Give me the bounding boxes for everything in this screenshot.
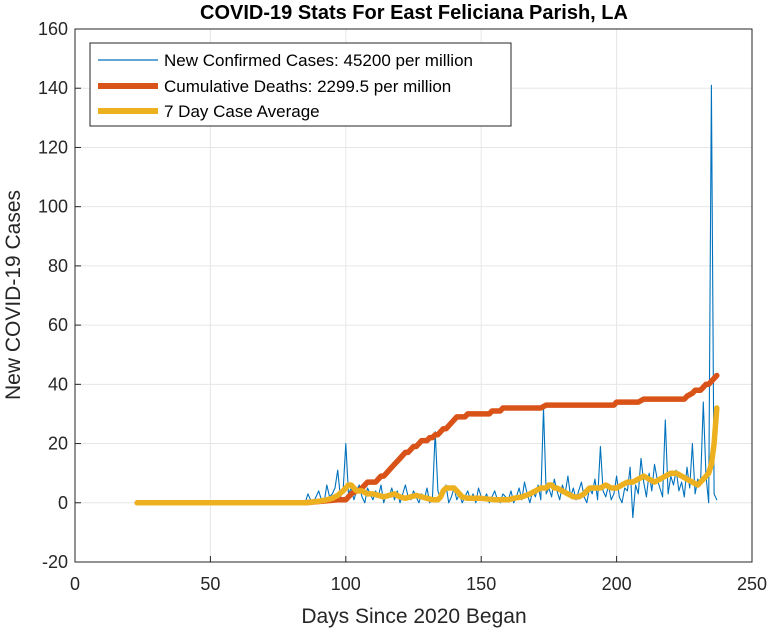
x-tick-label: 100 — [331, 574, 361, 594]
y-tick-label: 100 — [38, 197, 68, 217]
y-tick-label: 120 — [38, 137, 68, 157]
y-tick-label: 40 — [48, 374, 68, 394]
series-7-day-average — [134, 405, 720, 506]
legend: New Confirmed Cases: 45200 per million C… — [89, 42, 512, 127]
series-cumulative-deaths — [134, 372, 720, 506]
y-tick-label: 140 — [38, 78, 68, 98]
x-tick-label: 250 — [737, 574, 767, 594]
y-axis-label: New COVID-19 Cases — [2, 190, 25, 400]
x-tick-label: 0 — [70, 574, 80, 594]
y-tick-label: 160 — [38, 19, 68, 39]
chart-title: COVID-19 Stats For East Feliciana Parish… — [200, 2, 628, 24]
y-tick-label: 0 — [58, 493, 68, 513]
y-tick-label: 80 — [48, 256, 68, 276]
y-tick-label: 60 — [48, 315, 68, 335]
series-layer — [134, 84, 720, 519]
y-tick-label: -20 — [42, 552, 68, 572]
axes-box — [74, 28, 753, 563]
y-tick-label: 20 — [48, 434, 68, 454]
legend-label-new-cases: New Confirmed Cases: 45200 per million — [164, 51, 473, 70]
legend-label-average: 7 Day Case Average — [164, 102, 320, 121]
x-axis-label: Days Since 2020 Began — [301, 605, 526, 628]
legend-box — [89, 42, 512, 127]
x-tick-label: 200 — [602, 574, 632, 594]
legend-label-deaths: Cumulative Deaths: 2299.5 per million — [164, 77, 451, 96]
x-tick-label: 50 — [200, 574, 220, 594]
x-tick-label: 150 — [466, 574, 496, 594]
